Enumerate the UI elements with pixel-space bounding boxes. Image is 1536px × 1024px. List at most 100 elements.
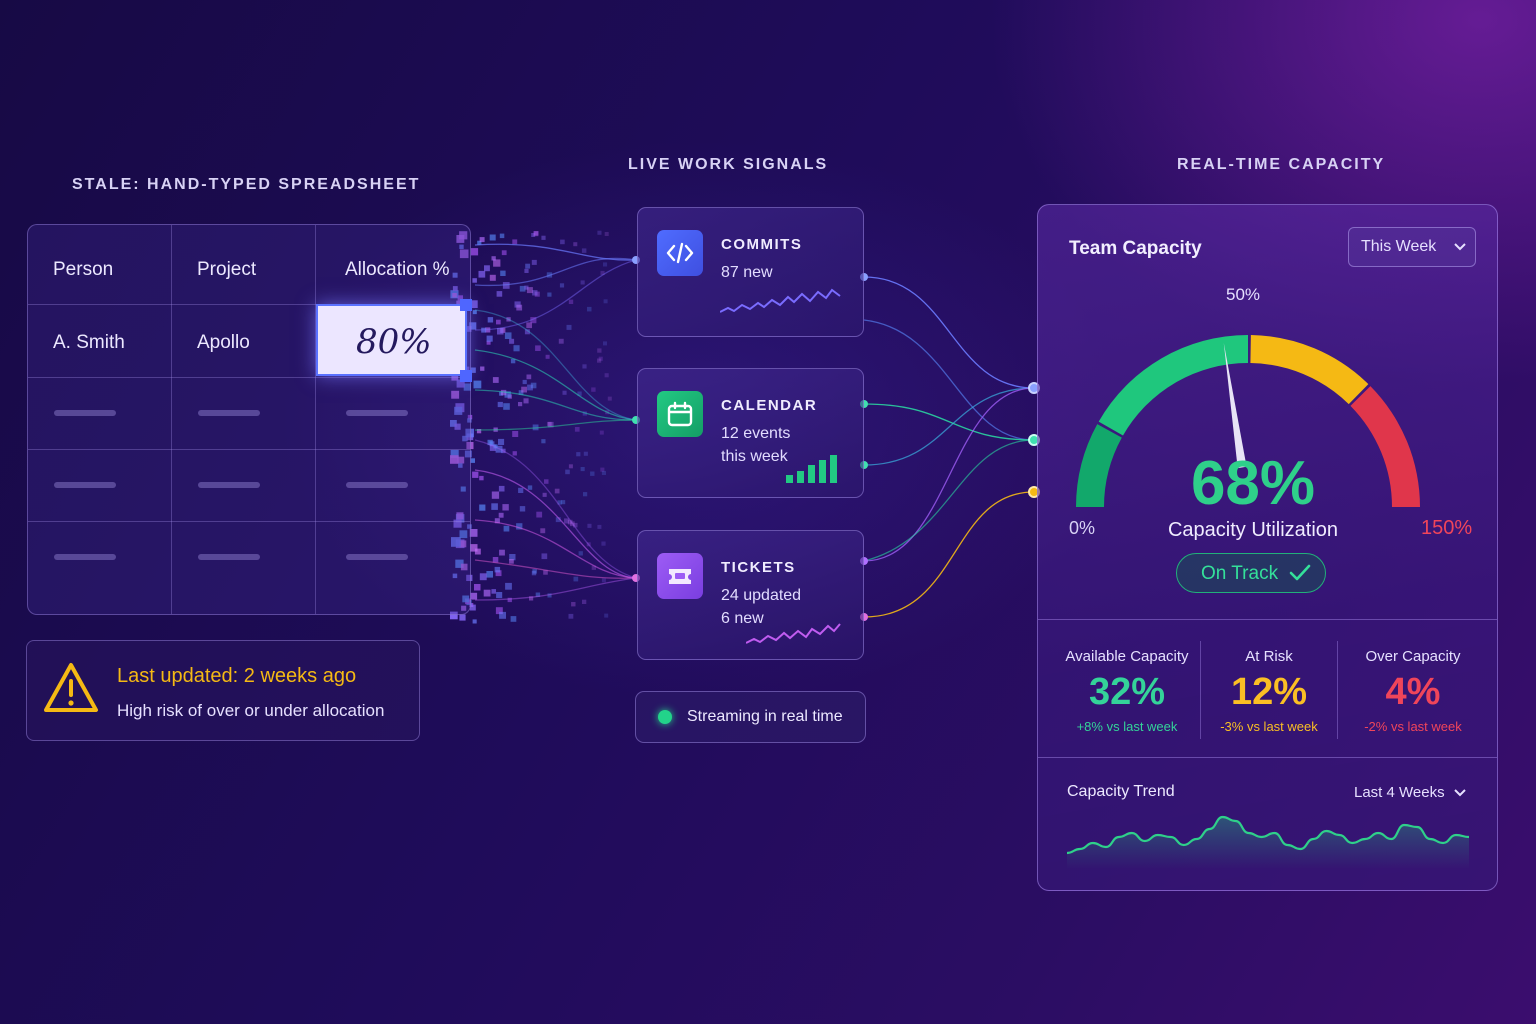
signal-card-commits[interactable]: COMMITS 87 new bbox=[637, 207, 864, 337]
dissolve-pixel bbox=[578, 551, 583, 556]
dissolve-pixel bbox=[450, 420, 457, 427]
dissolve-pixel bbox=[570, 521, 575, 527]
capacity-trend-chart bbox=[1067, 815, 1469, 869]
metric-label-available: Available Capacity bbox=[1065, 648, 1189, 665]
dissolve-pixel bbox=[577, 391, 582, 396]
signal-card-tickets[interactable]: TICKETS 24 updated 6 new bbox=[637, 530, 864, 660]
allocation-cell-selected[interactable]: 80% bbox=[316, 304, 467, 376]
dissolve-pixel bbox=[519, 285, 526, 292]
gauge-needle bbox=[1223, 342, 1247, 469]
dissolve-pixel bbox=[582, 599, 587, 604]
dissolve-pixel bbox=[558, 338, 564, 344]
selection-handle[interactable] bbox=[460, 370, 472, 382]
metric-delta-at-risk: -3% vs last week bbox=[1220, 719, 1318, 734]
cell-person: A. Smith bbox=[53, 332, 125, 353]
dissolve-pixel bbox=[573, 522, 578, 528]
metric-value-available: 32% bbox=[1088, 671, 1166, 713]
placeholder-bar bbox=[198, 410, 260, 416]
dissolve-pixel bbox=[526, 287, 533, 294]
dissolve-pixel bbox=[534, 231, 539, 236]
utilization-caption: Capacity Utilization bbox=[1167, 519, 1339, 541]
dissolve-pixel bbox=[507, 597, 512, 603]
table-row bbox=[28, 377, 470, 450]
dissolve-pixel bbox=[603, 262, 608, 267]
dissolve-pixel bbox=[547, 421, 552, 427]
dissolve-pixel bbox=[529, 596, 534, 601]
utilization-value: 68% bbox=[1190, 449, 1316, 518]
dissolve-pixel bbox=[459, 614, 466, 621]
dissolve-pixel bbox=[462, 595, 470, 603]
dissolve-pixel bbox=[472, 471, 479, 478]
dissolve-pixel bbox=[524, 329, 530, 335]
dissolve-pixel bbox=[470, 544, 478, 552]
dissolve-pixel bbox=[456, 512, 464, 520]
dissolve-pixel bbox=[526, 374, 532, 380]
dissolve-pixel bbox=[466, 574, 473, 581]
cell-project: Apollo bbox=[197, 332, 250, 353]
header-person: Person bbox=[53, 259, 114, 280]
dissolve-pixel bbox=[509, 559, 514, 564]
calendar-bar-sparkline bbox=[786, 455, 837, 483]
dissolve-pixel bbox=[464, 450, 472, 458]
dissolve-pixel bbox=[457, 456, 465, 464]
selection-handle[interactable] bbox=[460, 299, 472, 311]
dissolve-pixel bbox=[601, 470, 606, 475]
dissolve-pixel bbox=[452, 272, 458, 278]
dissolve-pixel bbox=[460, 486, 466, 492]
dissolve-pixel bbox=[474, 548, 481, 555]
dissolve-pixel bbox=[573, 576, 579, 582]
dissolve-pixel bbox=[586, 542, 591, 547]
dissolve-pixel bbox=[498, 438, 505, 445]
dissolve-pixel bbox=[470, 248, 479, 256]
dissolve-pixel bbox=[491, 491, 500, 499]
table-row bbox=[28, 521, 470, 614]
dissolve-pixel bbox=[473, 380, 482, 389]
dissolve-pixel bbox=[521, 386, 527, 393]
panel-title: Team Capacity bbox=[1069, 238, 1202, 259]
dissolve-pixel bbox=[516, 304, 523, 311]
dissolve-pixel bbox=[494, 518, 500, 524]
dissolve-pixel bbox=[481, 327, 487, 333]
metric-label-over: Over Capacity bbox=[1365, 648, 1461, 665]
gauge-max-label: 150% bbox=[1421, 517, 1473, 539]
signal-line1: 24 updated bbox=[721, 587, 802, 604]
dissolve-pixel bbox=[509, 338, 515, 344]
dissolve-pixel bbox=[469, 322, 477, 330]
ticket-icon bbox=[657, 553, 703, 599]
dissolve-pixel bbox=[597, 230, 602, 235]
capacity-gauge bbox=[1076, 335, 1420, 507]
signal-line2: 6 new bbox=[721, 610, 764, 627]
chevron-down-icon bbox=[1454, 789, 1466, 797]
gauge-segment bbox=[1250, 335, 1369, 405]
dissolve-pixel bbox=[493, 259, 501, 267]
trend-range-dropdown[interactable]: Last 4 Weeks bbox=[1344, 777, 1474, 809]
signal-name: COMMITS bbox=[721, 236, 803, 253]
period-dropdown[interactable]: This Week bbox=[1348, 227, 1476, 267]
placeholder-bar bbox=[346, 482, 408, 488]
dissolve-pixel bbox=[489, 274, 496, 281]
dissolve-pixel bbox=[458, 463, 463, 468]
dissolve-pixel bbox=[500, 389, 507, 396]
dissolve-pixel bbox=[525, 263, 531, 269]
chevron-down-icon bbox=[1454, 243, 1466, 251]
dissolve-pixel bbox=[571, 602, 576, 607]
dissolve-pixel bbox=[533, 231, 539, 237]
dissolve-pixel bbox=[509, 554, 516, 561]
dissolve-pixel bbox=[452, 286, 458, 291]
trend-area bbox=[1067, 817, 1469, 869]
table-row bbox=[28, 449, 470, 522]
dissolve-pixel bbox=[450, 455, 459, 464]
dissolve-pixel bbox=[535, 592, 541, 597]
dissolve-pixel bbox=[483, 589, 491, 597]
dissolve-pixel bbox=[495, 607, 503, 615]
placeholder-bar bbox=[198, 482, 260, 488]
dissolve-pixel bbox=[576, 452, 581, 457]
warning-icon bbox=[44, 663, 98, 712]
warning-detail: High risk of over or under allocation bbox=[117, 701, 385, 720]
calendar-icon bbox=[657, 391, 703, 437]
dissolve-pixel bbox=[514, 301, 521, 308]
signal-card-calendar[interactable]: CALENDAR 12 events this week bbox=[637, 368, 864, 498]
dissolve-pixel bbox=[491, 256, 496, 261]
dissolve-pixel bbox=[466, 442, 474, 450]
dissolve-pixel bbox=[501, 250, 507, 256]
